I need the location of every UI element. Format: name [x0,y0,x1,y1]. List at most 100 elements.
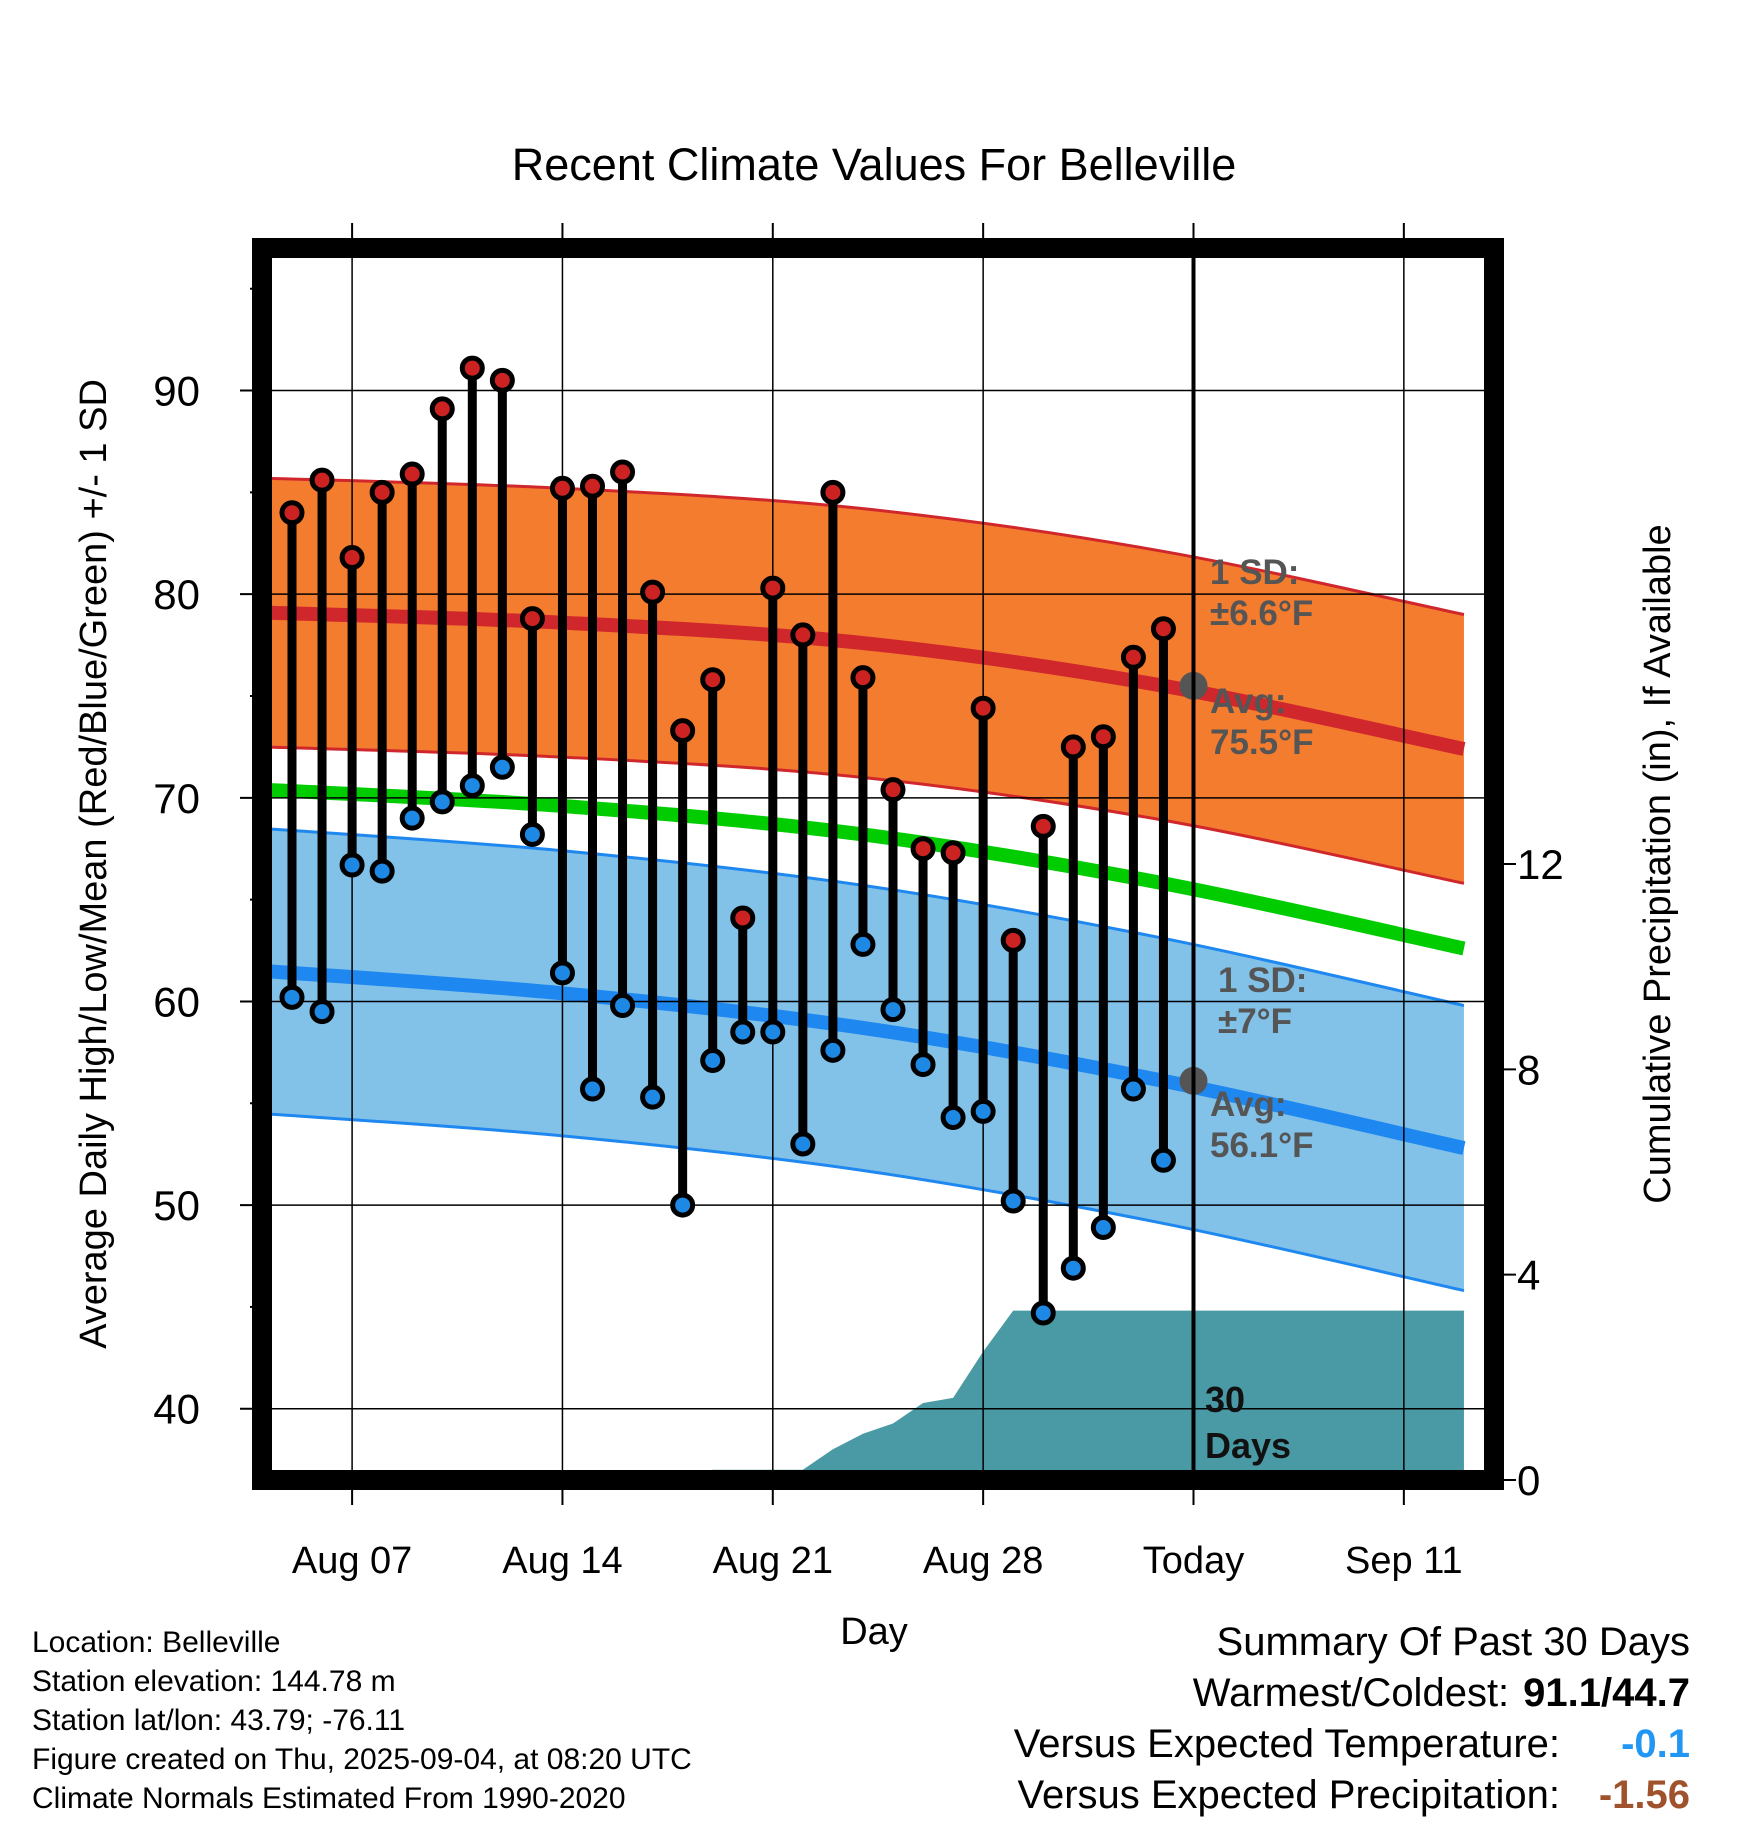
precip-deviation-value: -1.56 [1598,1773,1690,1817]
daily-high-point [519,606,545,632]
daily-low-point [670,1192,696,1218]
daily-high-point [760,575,786,601]
x-tick-label: Today [1143,1540,1244,1582]
daily-low-point [309,999,335,1025]
low-sd-annotation: 1 SD: [1218,961,1307,1000]
daily-low-point [1060,1255,1086,1281]
daily-high-point [1150,616,1176,642]
daily-low-point [1150,1147,1176,1173]
days-annotation: 30 [1205,1379,1245,1420]
daily-high-point [1030,813,1056,839]
daily-high-point [970,695,996,721]
daily-high-point [339,545,365,571]
x-tick-label: Aug 28 [923,1540,1043,1582]
y2-tick-label: 0 [1517,1457,1540,1504]
location-text: Location: Belleville [32,1626,281,1659]
daily-low-point [850,931,876,957]
daily-low-point [760,1019,786,1045]
elevation-text: Station elevation: 144.78 m [32,1665,396,1698]
x-tick-label: Aug 21 [713,1540,833,1582]
y-axis-label: Average Daily High/Low/Mean (Red/Blue/Gr… [73,379,115,1349]
daily-high-point [1000,927,1026,953]
summary-panel: Summary Of Past 30 Days Warmest/Coldest:… [1014,1617,1690,1821]
chart-title: Recent Climate Values For Belleville [512,139,1236,190]
low-sd-annotation: ±7°F [1218,1002,1292,1041]
daily-high-point [459,355,485,381]
daily-high-point [730,905,756,931]
daily-high-point [399,461,425,487]
daily-high-point [1090,724,1116,750]
y-tick-label: 90 [153,368,200,415]
y2-tick-label: 4 [1517,1252,1540,1299]
y-tick-label: 80 [153,571,200,618]
axes: 40 50 60 70 80 90 0 4 8 12 Aug 07 Aug 14 Aug 21 Aug 2… [153,223,1564,1582]
daily-low-point [1090,1214,1116,1240]
created-text: Figure created on Thu, 2025-09-04, at 08… [32,1743,692,1776]
daily-high-point [1060,734,1086,760]
daily-high-point [580,473,605,499]
y-tick-label: 40 [153,1386,200,1433]
days-annotation: Days [1205,1425,1291,1466]
temp-deviation-label: Versus Expected Temperature: [1013,1722,1560,1766]
daily-low-point [459,773,485,799]
warmest-coldest-label: Warmest/Coldest: [1192,1671,1510,1715]
x-tick-label: Sep 11 [1345,1540,1463,1582]
daily-low-point [790,1131,816,1157]
high-sd-annotation: 1 SD: [1210,553,1299,592]
daily-high-point [429,396,455,422]
low-avg-annotation: 56.1°F [1210,1126,1314,1165]
high-sd-annotation: ±6.6°F [1210,594,1313,633]
y-tick-label: 70 [153,775,200,822]
x-axis-label: Day [840,1611,908,1653]
normal-low-line [262,963,1466,1155]
daily-high-point [309,467,335,493]
daily-high-point [489,367,515,393]
daily-low-point [970,1098,996,1124]
low-avg-annotation: Avg: [1210,1085,1286,1124]
daily-high-point [790,622,816,648]
daily-low-point [549,960,575,986]
daily-low-point [910,1052,936,1078]
daily-low-point [610,993,636,1019]
daily-low-point [489,754,515,780]
daily-low-point [429,789,455,815]
daily-low-point [519,821,545,847]
y-tick-label: 50 [153,1182,200,1229]
daily-high-point [880,777,906,803]
station-info: Location: Belleville Station elevation: … [32,1623,692,1818]
precip-deviation-label: Versus Expected Precipitation: [1017,1773,1560,1817]
daily-low-point [820,1037,846,1063]
warmest-coldest-value: 91.1/44.7 [1523,1671,1690,1715]
daily-high-point [549,475,575,501]
daily-low-point [279,984,305,1010]
y2-tick-label: 8 [1517,1046,1540,1093]
daily-high-point [640,579,666,605]
x-tick-label: Aug 14 [502,1540,622,1582]
daily-low-point [640,1084,666,1110]
daily-low-point [700,1048,726,1074]
summary-warmest-coldest: Warmest/Coldest: 91.1/44.7 [1014,1668,1690,1719]
daily-low-point [399,805,425,831]
daily-low-point [1120,1076,1146,1102]
summary-precipitation: Versus Expected Precipitation: -1.56 [1014,1770,1690,1821]
normals-text: Climate Normals Estimated From 1990-2020 [32,1782,626,1815]
low-sd-lower-edge [262,1111,1465,1293]
daily-high-point [1120,644,1146,670]
y2-axis-label: Cumulative Precipitation (in), If Availa… [1637,524,1679,1203]
summary-title: Summary Of Past 30 Days [1216,1620,1690,1664]
daily-low-point [1000,1188,1026,1214]
daily-low-point [940,1105,966,1131]
normal-high-line [262,605,1466,756]
daily-high-point [369,479,395,505]
daily-high-point [279,500,305,526]
daily-low-point [339,852,365,878]
precip-area [652,1310,1464,1480]
daily-high-point [940,840,966,866]
daily-high-point [670,718,696,744]
high-avg-annotation: 75.5°F [1210,723,1314,762]
daily-low-point [580,1076,605,1102]
temp-deviation-value: -0.1 [1621,1722,1690,1766]
